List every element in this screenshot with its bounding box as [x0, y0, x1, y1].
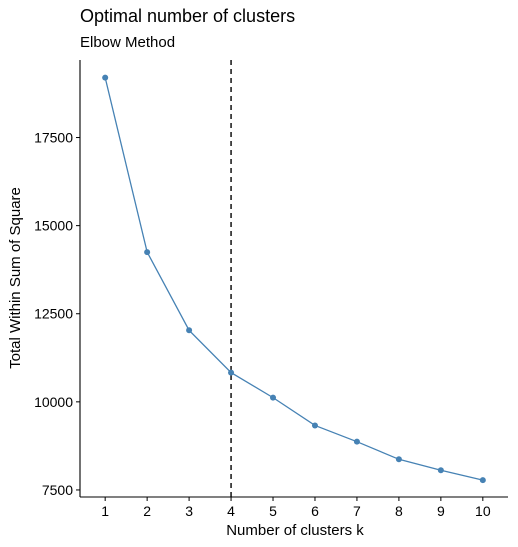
y-tick-label: 17500	[34, 130, 73, 146]
y-tick-label: 12500	[34, 306, 73, 322]
data-point	[270, 394, 277, 401]
x-tick-label: 7	[353, 503, 361, 519]
x-tick-label: 9	[437, 503, 445, 519]
x-tick-label: 6	[311, 503, 319, 519]
plot-area: 7500 10000 12500 15000 17500 1 2 3 4 5 6 7 8 9 10	[34, 60, 508, 519]
data-point	[479, 477, 486, 484]
x-axis-title: Number of clusters k	[226, 522, 364, 539]
y-axis-title: Total Within Sum of Square	[7, 187, 24, 369]
data-point	[144, 249, 151, 256]
y-tick-label: 15000	[34, 218, 73, 234]
y-tick-label: 7500	[42, 482, 73, 498]
x-tick-label: 1	[101, 503, 109, 519]
data-point	[437, 467, 444, 474]
data-point	[102, 74, 109, 81]
chart-subtitle: Elbow Method	[80, 34, 175, 51]
x-tick-label: 3	[185, 503, 193, 519]
x-tick-label: 4	[227, 503, 235, 519]
chart-title: Optimal number of clusters	[80, 6, 295, 26]
data-point	[311, 422, 318, 429]
data-point	[395, 456, 402, 463]
x-tick-label: 8	[395, 503, 403, 519]
x-tick-label: 2	[143, 503, 151, 519]
data-point	[186, 327, 193, 334]
data-point	[353, 438, 360, 445]
y-tick-label: 10000	[34, 394, 73, 410]
data-point	[228, 369, 235, 376]
series-line	[104, 77, 483, 481]
x-tick-label: 5	[269, 503, 277, 519]
x-tick-label: 10	[475, 503, 491, 519]
